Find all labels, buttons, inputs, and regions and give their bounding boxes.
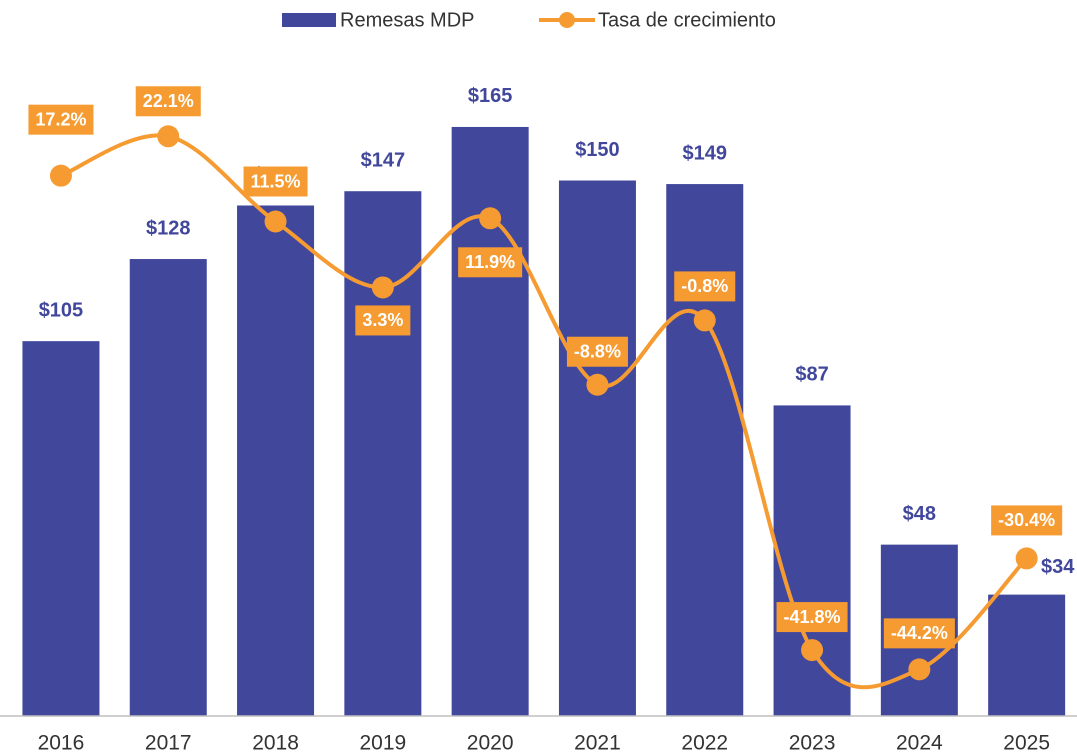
label-box: [458, 247, 523, 278]
line-point: [908, 658, 931, 681]
line-value-text: 11.5%: [251, 171, 301, 191]
line-value-text: -41.8%: [784, 607, 841, 627]
line-point: [479, 207, 502, 230]
label-box: [28, 104, 94, 135]
line-value-text: 11.9%: [465, 252, 515, 272]
bar-value-label: $150: [575, 139, 620, 161]
x-tick-label: 2020: [467, 732, 514, 755]
label-box: [566, 336, 628, 367]
bar-value-label: $128: [146, 217, 191, 239]
bar-value-label: $149: [683, 142, 728, 164]
line-value-label: -0.8%: [674, 271, 736, 302]
line: [60, 133, 1029, 690]
x-tick-label: 2016: [38, 732, 85, 755]
bar-value-label: $147: [361, 149, 406, 171]
line-point: [371, 276, 394, 299]
x-tick-label: 2017: [145, 732, 192, 755]
label-box: [776, 602, 848, 633]
line-value-text: 22.1%: [143, 91, 194, 111]
x-tick-label: 2025: [1003, 732, 1050, 755]
line-value-label: 17.2%: [28, 104, 94, 135]
bar: [129, 259, 207, 716]
bar-value-label: $165: [468, 85, 513, 107]
line-value-text: -0.8%: [681, 276, 728, 296]
line-value-text: 17.2%: [35, 109, 86, 129]
line-point: [49, 164, 72, 187]
x-tick-label: 2024: [896, 732, 943, 755]
bar-value-label: $87: [795, 364, 828, 386]
bar-value-label: $48: [903, 503, 936, 525]
label-box: [135, 86, 201, 117]
label-box: [674, 271, 736, 302]
line-value-label: -41.8%: [776, 602, 848, 633]
legend-swatch: [282, 13, 336, 27]
line-point: [801, 639, 824, 662]
legend-swatch: [559, 12, 575, 28]
line-value-label: 11.5%: [243, 166, 308, 197]
bar: [773, 405, 851, 716]
line-value-label: 11.9%: [458, 247, 523, 278]
line-value-text: 3.3%: [362, 310, 403, 330]
x-tick-label: 2022: [681, 732, 728, 755]
label-box: [883, 618, 955, 649]
line-value-label: 3.3%: [355, 305, 411, 336]
bar-value-label: $105: [39, 299, 84, 321]
label-box: [243, 166, 308, 197]
bar: [666, 184, 744, 716]
x-tick-label: 2023: [789, 732, 836, 755]
line-value-label: -44.2%: [883, 618, 955, 649]
line-point: [693, 309, 716, 332]
line-value-label: -8.8%: [566, 336, 628, 367]
x-tick-label: 2021: [574, 732, 621, 755]
line-value-label: 22.1%: [135, 86, 201, 117]
bar-value-label: $34: [1041, 556, 1075, 578]
line-point: [157, 125, 180, 148]
legend-label: Remesas MDP: [340, 9, 474, 31]
line-point: [586, 373, 609, 396]
label-box: [991, 505, 1063, 536]
bar: [22, 341, 100, 716]
x-tick-label: 2019: [359, 732, 406, 755]
line-point: [1015, 547, 1038, 570]
bar: [237, 205, 315, 717]
bar: [558, 180, 636, 716]
bar: [344, 191, 422, 716]
line-value-label: -30.4%: [991, 505, 1063, 536]
label-box: [355, 305, 411, 336]
line-point: [264, 210, 287, 233]
line-value-text: -44.2%: [891, 623, 948, 643]
legend-label: Tasa de crecimiento: [598, 9, 776, 31]
x-tick-label: 2018: [252, 732, 299, 755]
line-value-text: -8.8%: [574, 341, 621, 361]
line-value-text: -30.4%: [998, 510, 1055, 530]
bar: [988, 594, 1066, 716]
